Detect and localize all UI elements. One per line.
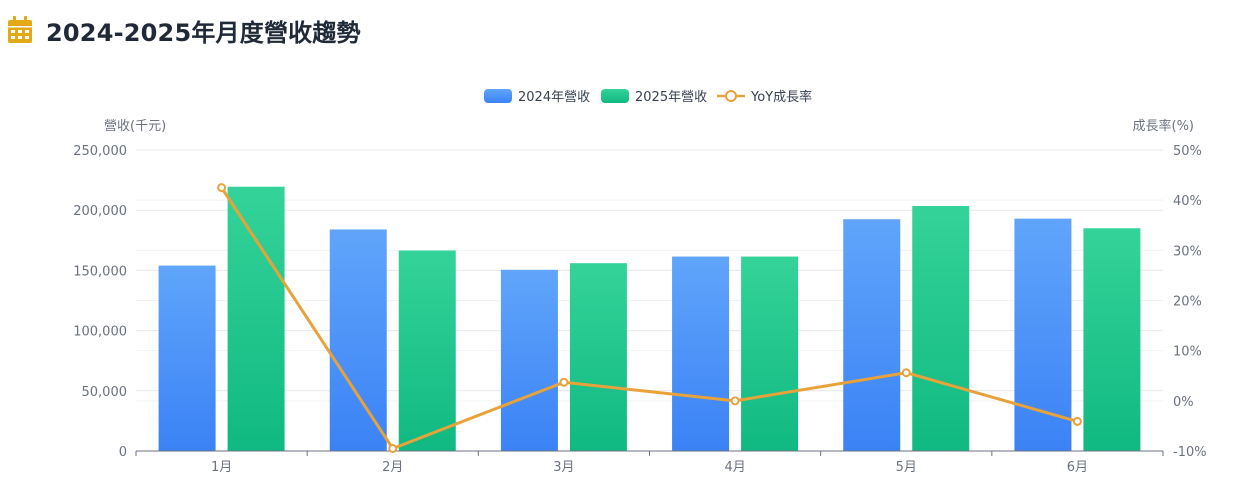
y-right-tick-label: 40% [1173, 194, 1202, 209]
yoy-point[interactable] [901, 368, 911, 378]
y-left-tick-label: 100,000 [73, 325, 127, 340]
bar-2025[interactable] [741, 256, 799, 451]
y-axis-left-title: 營收(千元) [104, 119, 166, 134]
y-left-tick-label: 250,000 [73, 144, 127, 159]
legend-swatch-point [725, 90, 737, 102]
yoy-point[interactable] [217, 183, 227, 193]
bar-2025[interactable] [912, 205, 970, 451]
bar-2024[interactable] [672, 256, 730, 451]
y-right-tick-label: 10% [1173, 345, 1202, 360]
x-tick-label: 2月 [382, 460, 403, 475]
legend-item[interactable]: YoY成長率 [717, 89, 812, 105]
legend-swatch [601, 89, 629, 103]
y-left-tick-label: 200,000 [73, 204, 127, 219]
legend-item[interactable]: 2025年營收 [601, 89, 707, 105]
legend-label: 2024年營收 [518, 90, 590, 105]
bar-2025[interactable] [398, 250, 456, 451]
y-right-tick-label: 20% [1173, 295, 1202, 310]
y-right-tick-label: 50% [1173, 144, 1202, 159]
calendar-icon [8, 16, 32, 43]
y-left-tick-label: 50,000 [82, 385, 128, 400]
bar-2024[interactable] [843, 219, 901, 451]
y-right-tick-label: -10% [1173, 445, 1207, 460]
y-right-tick-label: 30% [1173, 244, 1202, 259]
page-title: 2024-2025年月度營收趨勢 [46, 18, 361, 47]
x-tick-label: 6月 [1067, 460, 1088, 475]
bar-2025[interactable] [227, 186, 285, 452]
page-header: 2024-2025年月度營收趨勢 [6, 12, 361, 48]
yoy-point[interactable] [559, 377, 569, 387]
yoy-line [220, 186, 1078, 450]
bar-2024[interactable] [500, 269, 558, 451]
bar-2025[interactable] [569, 263, 627, 451]
y-left-tick-label: 150,000 [73, 264, 127, 279]
bar-2024[interactable] [329, 229, 387, 451]
y-left-tick-label: 0 [119, 445, 127, 460]
yoy-point[interactable] [730, 396, 740, 406]
x-tick-label: 1月 [211, 460, 232, 475]
bar-2025[interactable] [1083, 228, 1141, 451]
y-axis-right-title: 成長率(%) [1133, 118, 1195, 134]
x-tick-label: 5月 [896, 460, 917, 475]
bar-2024[interactable] [158, 265, 216, 451]
legend-item[interactable]: 2024年營收 [484, 89, 590, 105]
legend-swatch [484, 89, 512, 103]
x-tick-label: 3月 [553, 460, 574, 475]
yoy-point[interactable] [1072, 416, 1082, 426]
y-right-tick-label: 0% [1173, 395, 1194, 410]
x-tick-label: 4月 [724, 460, 745, 475]
legend-label: YoY成長率 [750, 89, 812, 105]
legend-label: 2025年營收 [635, 90, 707, 105]
yoy-point[interactable] [388, 443, 398, 453]
